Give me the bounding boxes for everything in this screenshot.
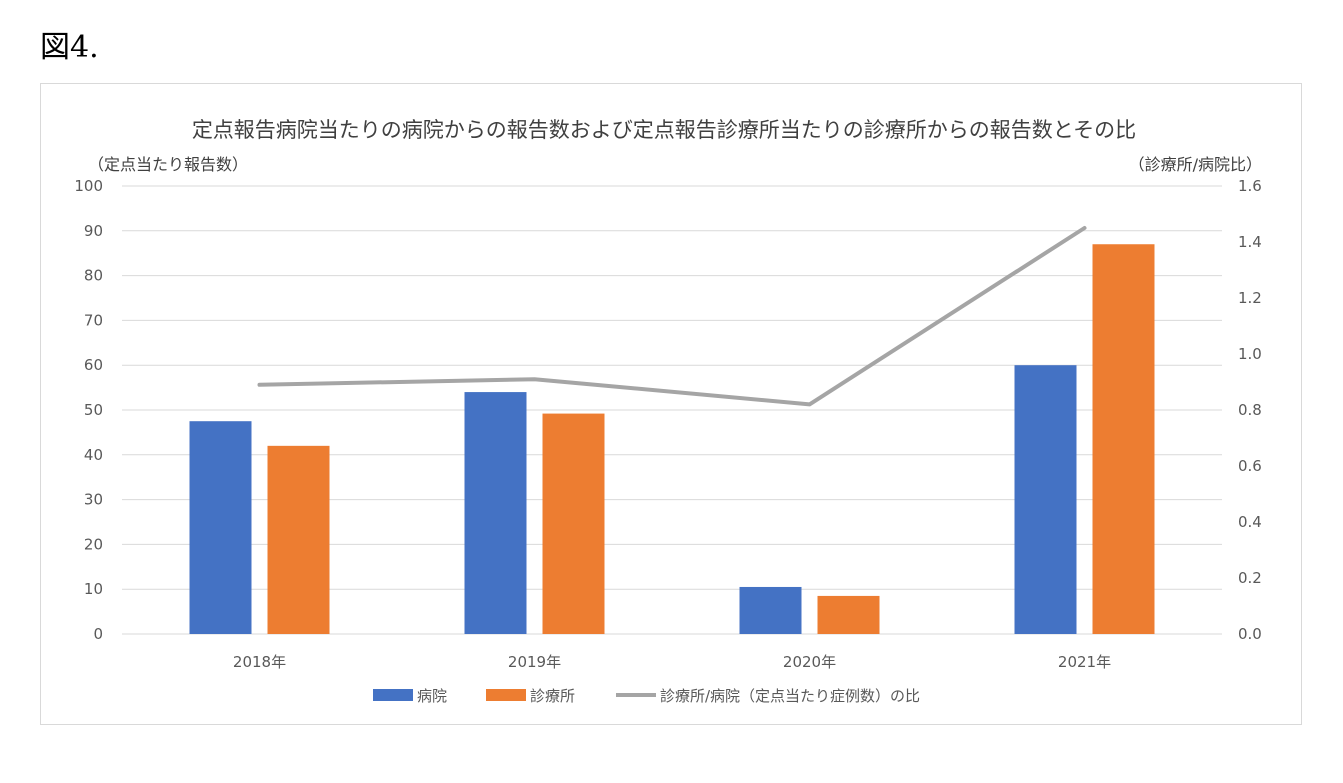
left-tick-label: 90 xyxy=(84,222,103,240)
category-labels: 2018年 2019年 2020年 2021年 xyxy=(233,653,1111,671)
left-tick-label: 80 xyxy=(84,267,103,285)
chart-title: 定点報告病院当たりの病院からの報告数および定点報告診療所当たりの診療所からの報告… xyxy=(192,118,1136,142)
legend: 病院 診療所 診療所/病院（定点当たり症例数）の比 xyxy=(373,687,920,705)
right-tick-label: 0.0 xyxy=(1238,625,1262,643)
category-label: 2021年 xyxy=(1058,653,1111,671)
right-tick-label: 1.0 xyxy=(1238,345,1262,363)
left-axis-unit-label: （定点当たり報告数） xyxy=(88,155,248,174)
clinic-bar xyxy=(1092,244,1155,635)
left-tick-label: 50 xyxy=(84,401,103,419)
left-tick-label: 100 xyxy=(74,177,103,195)
hospital-bar xyxy=(739,586,802,634)
clinic-bar xyxy=(542,413,605,634)
category-label: 2019年 xyxy=(508,653,561,671)
left-axis-ticks: 0 10 20 30 40 50 60 70 80 90 100 xyxy=(74,177,103,643)
left-tick-label: 40 xyxy=(84,446,103,464)
legend-clinic-swatch xyxy=(486,689,526,701)
ratio-line xyxy=(257,226,1087,407)
right-axis-ticks: 0.0 0.2 0.4 0.6 0.8 1.0 1.2 1.4 1.6 xyxy=(1238,177,1262,643)
legend-hospital-swatch xyxy=(373,689,413,701)
left-tick-label: 70 xyxy=(84,311,103,329)
right-tick-label: 1.2 xyxy=(1238,289,1262,307)
category-label: 2020年 xyxy=(783,653,836,671)
right-tick-label: 0.8 xyxy=(1238,401,1262,419)
bars xyxy=(189,244,1155,635)
legend-hospital-label: 病院 xyxy=(417,687,447,705)
hospital-bar xyxy=(189,421,252,634)
left-tick-label: 0 xyxy=(93,625,103,643)
ratio-line-layer xyxy=(257,226,1087,407)
left-tick-label: 20 xyxy=(84,535,103,553)
figure-label: 図4. xyxy=(40,30,99,65)
clinic-bar xyxy=(267,445,330,634)
left-tick-label: 30 xyxy=(84,491,103,509)
left-tick-label: 10 xyxy=(84,580,103,598)
right-tick-label: 0.4 xyxy=(1238,513,1262,531)
right-tick-label: 0.2 xyxy=(1238,569,1262,587)
hospital-bar xyxy=(1014,365,1077,634)
right-tick-label: 0.6 xyxy=(1238,457,1262,475)
clinic-bar xyxy=(817,595,880,634)
left-tick-label: 60 xyxy=(84,356,103,374)
legend-clinic-label: 診療所 xyxy=(530,687,575,705)
right-axis-unit-label: （診療所/病院比） xyxy=(1129,155,1262,174)
right-tick-label: 1.4 xyxy=(1238,233,1262,251)
hospital-bar xyxy=(464,392,527,634)
right-tick-label: 1.6 xyxy=(1238,177,1262,195)
category-label: 2018年 xyxy=(233,653,286,671)
legend-ratio-label: 診療所/病院（定点当たり症例数）の比 xyxy=(660,687,920,705)
